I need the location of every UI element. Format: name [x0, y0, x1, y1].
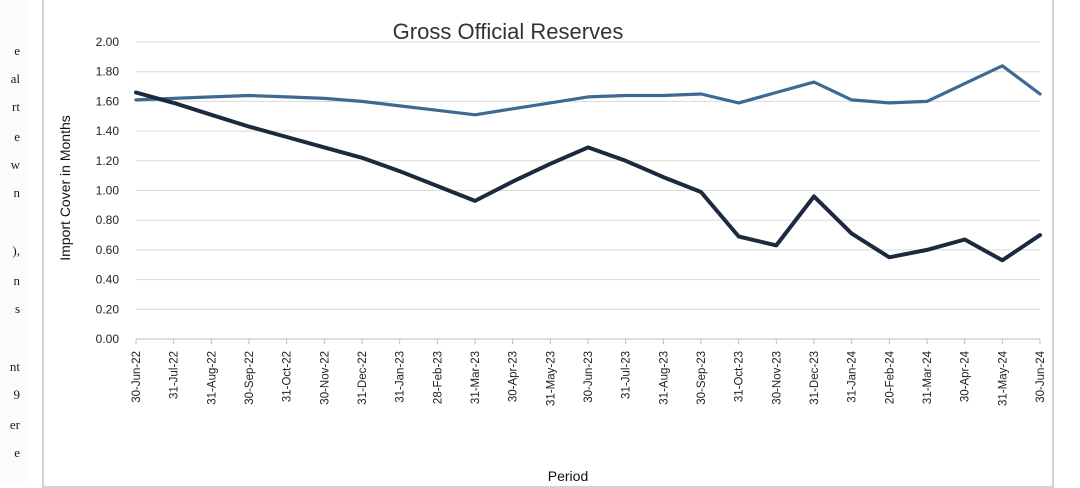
x-tick-label: 31-Jan-24	[847, 350, 859, 402]
margin-fragment: e	[14, 445, 20, 460]
y-tick-label: 0.80	[96, 213, 120, 227]
x-tick-label: 31-Aug-22	[206, 351, 218, 405]
margin-fragment: e	[14, 43, 20, 58]
margin-fragment: n	[13, 185, 21, 200]
y-tick-label: 1.00	[96, 184, 120, 198]
y-axis-ticks: 0.00 0.20 0.40 0.60 0.80 1.00 1.20 1.40 1.60 1.80…	[96, 35, 120, 346]
x-tick-label: 30-Nov-22	[319, 351, 331, 405]
y-tick-label: 1.80	[96, 65, 120, 79]
margin-fragment: 9	[13, 387, 21, 402]
y-tick-label: 0.20	[96, 302, 120, 316]
chart-frame	[42, 0, 1054, 488]
x-tick-label: 20-Feb-24	[884, 350, 896, 404]
margin-fragment: e	[14, 129, 20, 144]
x-tick-label: 30-Jun-22	[131, 351, 143, 403]
y-tick-label: 1.20	[96, 154, 120, 168]
margin-fragment: al	[10, 71, 20, 86]
y-tick-label: 2.00	[96, 35, 120, 49]
page-margin-text: e al rt e w n ), n s nt 9 er e	[0, 0, 28, 482]
x-tick-label: 31-Mar-23	[470, 351, 482, 404]
series-line-2	[134, 90, 1042, 263]
x-axis-ticks: 30-Jun-22 31-Jul-22 31-Aug-22 30-Sep-22 31-O…	[131, 339, 1047, 406]
x-tick-label: 31-May-24	[997, 350, 1009, 406]
x-tick-label: 30-Sep-23	[696, 351, 708, 405]
x-tick-label: 31-Mar-24	[922, 350, 934, 404]
margin-fragment: nt	[9, 359, 20, 374]
margin-fragment: n	[13, 273, 21, 288]
y-tick-label: 0.40	[96, 273, 120, 287]
x-tick-label: 30-Apr-23	[508, 351, 520, 402]
y-tick-label: 0.60	[96, 243, 120, 257]
x-tick-label: 31-Jul-22	[169, 351, 181, 399]
margin-fragment: er	[9, 417, 20, 432]
x-tick-label: 30-Nov-23	[771, 351, 783, 405]
x-tick-label: 31-May-23	[545, 351, 557, 406]
y-tick-label: 0.00	[96, 332, 120, 346]
x-tick-label: 28-Feb-23	[432, 351, 444, 404]
x-tick-label: 31-Oct-22	[282, 351, 294, 402]
y-tick-label: 1.40	[96, 124, 120, 138]
margin-fragment: s	[14, 301, 20, 316]
series-line-1	[134, 64, 1042, 117]
margin-fragment: rt	[12, 99, 20, 114]
margin-fragment: w	[10, 157, 20, 172]
chart-title: Gross Official Reserves	[393, 19, 624, 44]
y-tick-label: 1.60	[96, 94, 120, 108]
x-tick-label: 31-Dec-22	[357, 351, 369, 405]
series-lines	[134, 64, 1042, 263]
x-tick-label: 30-Jun-23	[583, 351, 595, 403]
x-tick-label: 31-Jul-23	[621, 351, 633, 399]
margin-fragment: ),	[12, 243, 20, 258]
x-axis-label: Period	[548, 468, 588, 482]
x-tick-label: 31-Jan-23	[395, 351, 407, 403]
x-tick-label: 31-Dec-23	[809, 351, 821, 405]
x-tick-label: 30-Apr-24	[960, 350, 972, 402]
x-tick-label: 31-Oct-23	[734, 351, 746, 402]
x-tick-label: 31-Aug-23	[658, 351, 670, 405]
y-axis-label: Import Cover in Months	[57, 115, 73, 261]
gridlines	[136, 41, 1040, 310]
x-tick-label: 30-Sep-22	[244, 351, 256, 405]
x-tick-label: 30-Jun-24	[1035, 350, 1047, 402]
